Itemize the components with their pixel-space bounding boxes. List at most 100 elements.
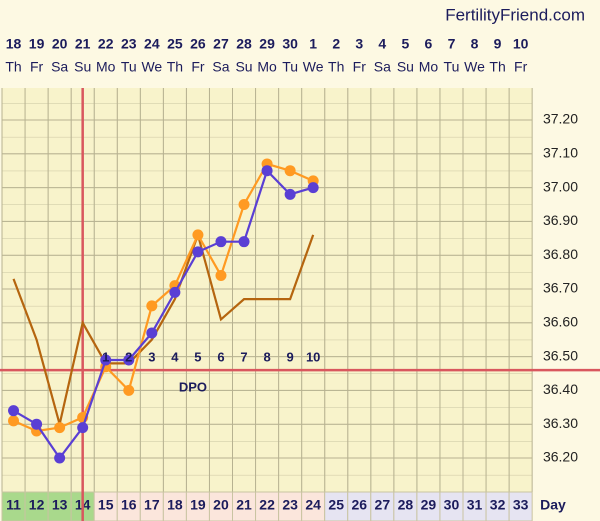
cycle-day-label: 23 bbox=[282, 497, 298, 513]
cycle-day-label: 19 bbox=[190, 497, 206, 513]
cycle-day-label: 17 bbox=[144, 497, 160, 513]
y-tick-label: 37.10 bbox=[543, 145, 578, 161]
cycle-day-label: 11 bbox=[6, 497, 21, 513]
series-point bbox=[284, 165, 296, 177]
series-point bbox=[192, 229, 204, 241]
series-point bbox=[146, 300, 158, 312]
weekday-label: Su bbox=[397, 59, 414, 75]
dpo-number: 5 bbox=[194, 349, 201, 364]
weekday-label: Su bbox=[74, 59, 91, 75]
y-tick-label: 36.20 bbox=[543, 449, 578, 465]
y-tick-label: 36.90 bbox=[543, 212, 578, 228]
series-point bbox=[54, 422, 66, 434]
brand: FertilityFriend.com bbox=[445, 5, 585, 24]
weekday-label: Fr bbox=[514, 59, 528, 75]
weekday-label: Fr bbox=[353, 59, 367, 75]
weekday-label: Th bbox=[328, 59, 344, 75]
weekday-label: Mo bbox=[96, 59, 116, 75]
date-label: 22 bbox=[98, 36, 114, 52]
date-label: 29 bbox=[259, 36, 275, 52]
weekday-label: Th bbox=[5, 59, 21, 75]
cycle-day-label: 16 bbox=[121, 497, 137, 513]
y-tick-label: 36.70 bbox=[543, 280, 578, 296]
date-label: 5 bbox=[401, 36, 409, 52]
y-tick-label: 36.40 bbox=[543, 381, 578, 397]
cycle-day-label: 13 bbox=[52, 497, 68, 513]
weekday-label: Mo bbox=[257, 59, 277, 75]
date-label: 28 bbox=[236, 36, 252, 52]
weekday-label: Fr bbox=[191, 59, 205, 75]
cycle-day-label: 27 bbox=[375, 497, 391, 513]
series-point bbox=[238, 199, 250, 210]
series-point bbox=[123, 384, 135, 396]
series-point bbox=[146, 327, 158, 339]
date-label: 4 bbox=[378, 36, 386, 52]
date-label: 10 bbox=[513, 36, 529, 52]
dpo-number: 9 bbox=[287, 349, 294, 364]
cycle-day-label: 24 bbox=[305, 497, 321, 513]
date-label: 26 bbox=[190, 36, 206, 52]
weekday-label: Su bbox=[235, 59, 252, 75]
series-point bbox=[8, 415, 20, 427]
date-label: 20 bbox=[52, 36, 68, 52]
cycle-day-label: 29 bbox=[421, 497, 437, 513]
dpo-number: 10 bbox=[306, 349, 320, 364]
dpo-label: DPO bbox=[179, 379, 207, 394]
dpo-number: 3 bbox=[148, 349, 155, 364]
cycle-day-label: 28 bbox=[398, 497, 414, 513]
cycle-day-label: 31 bbox=[467, 497, 483, 513]
cycle-day-label: 32 bbox=[490, 497, 506, 513]
cycle-day-label: 12 bbox=[29, 497, 45, 513]
series-point bbox=[192, 246, 204, 258]
weekday-label: We bbox=[464, 59, 485, 75]
series-point bbox=[261, 165, 273, 177]
series-point bbox=[238, 236, 250, 248]
cycle-day-label: 20 bbox=[213, 497, 229, 513]
weekday-label: Sa bbox=[374, 59, 391, 75]
cycle-day-cell bbox=[508, 491, 533, 521]
weekday-label: Tu bbox=[121, 59, 137, 75]
cycle-day-label: 18 bbox=[167, 497, 183, 513]
series-point bbox=[284, 188, 296, 200]
series-point bbox=[31, 418, 43, 430]
series-line bbox=[12, 168, 314, 460]
cycle-day-label: 30 bbox=[444, 497, 460, 513]
y-tick-label: 37.00 bbox=[543, 178, 578, 194]
dpo-number: 2 bbox=[125, 349, 132, 364]
series-point bbox=[8, 405, 20, 417]
series-point bbox=[169, 286, 181, 298]
y-tick-label: 36.50 bbox=[543, 347, 578, 363]
date-label: 2 bbox=[332, 36, 340, 52]
date-label: 23 bbox=[121, 36, 137, 52]
series-point bbox=[77, 422, 89, 434]
weekday-label: Tu bbox=[282, 59, 298, 75]
dpo-number: 1 bbox=[102, 349, 109, 364]
cycle-day-label: 33 bbox=[513, 497, 529, 513]
weekday-label: We bbox=[141, 59, 162, 75]
weekday-label: Sa bbox=[51, 59, 68, 75]
cycle-day-label: 25 bbox=[328, 497, 344, 513]
date-label: 8 bbox=[471, 36, 479, 52]
series-point bbox=[100, 354, 112, 366]
y-tick-label: 36.60 bbox=[543, 314, 578, 330]
date-label: 21 bbox=[75, 36, 91, 52]
date-label: 27 bbox=[213, 36, 229, 52]
series-line bbox=[12, 231, 315, 425]
date-label: 30 bbox=[282, 36, 298, 52]
y-tick-label: 37.20 bbox=[543, 111, 578, 127]
date-label: 18 bbox=[6, 36, 22, 52]
weekday-label: Mo bbox=[419, 59, 439, 75]
weekday-label: We bbox=[303, 59, 324, 75]
date-label: 9 bbox=[494, 36, 502, 52]
series-point bbox=[54, 452, 66, 464]
weekday-label: Tu bbox=[444, 59, 460, 75]
cycle-day-label: 15 bbox=[98, 497, 114, 513]
dpo-number: 7 bbox=[240, 349, 247, 364]
weekday-label: Fr bbox=[30, 59, 44, 75]
dpo-number: 8 bbox=[263, 349, 270, 364]
series-point bbox=[123, 354, 135, 366]
x-label: Day bbox=[540, 497, 566, 513]
cycle-day-label: 21 bbox=[236, 497, 252, 513]
cycle-day-label: 22 bbox=[259, 497, 275, 513]
